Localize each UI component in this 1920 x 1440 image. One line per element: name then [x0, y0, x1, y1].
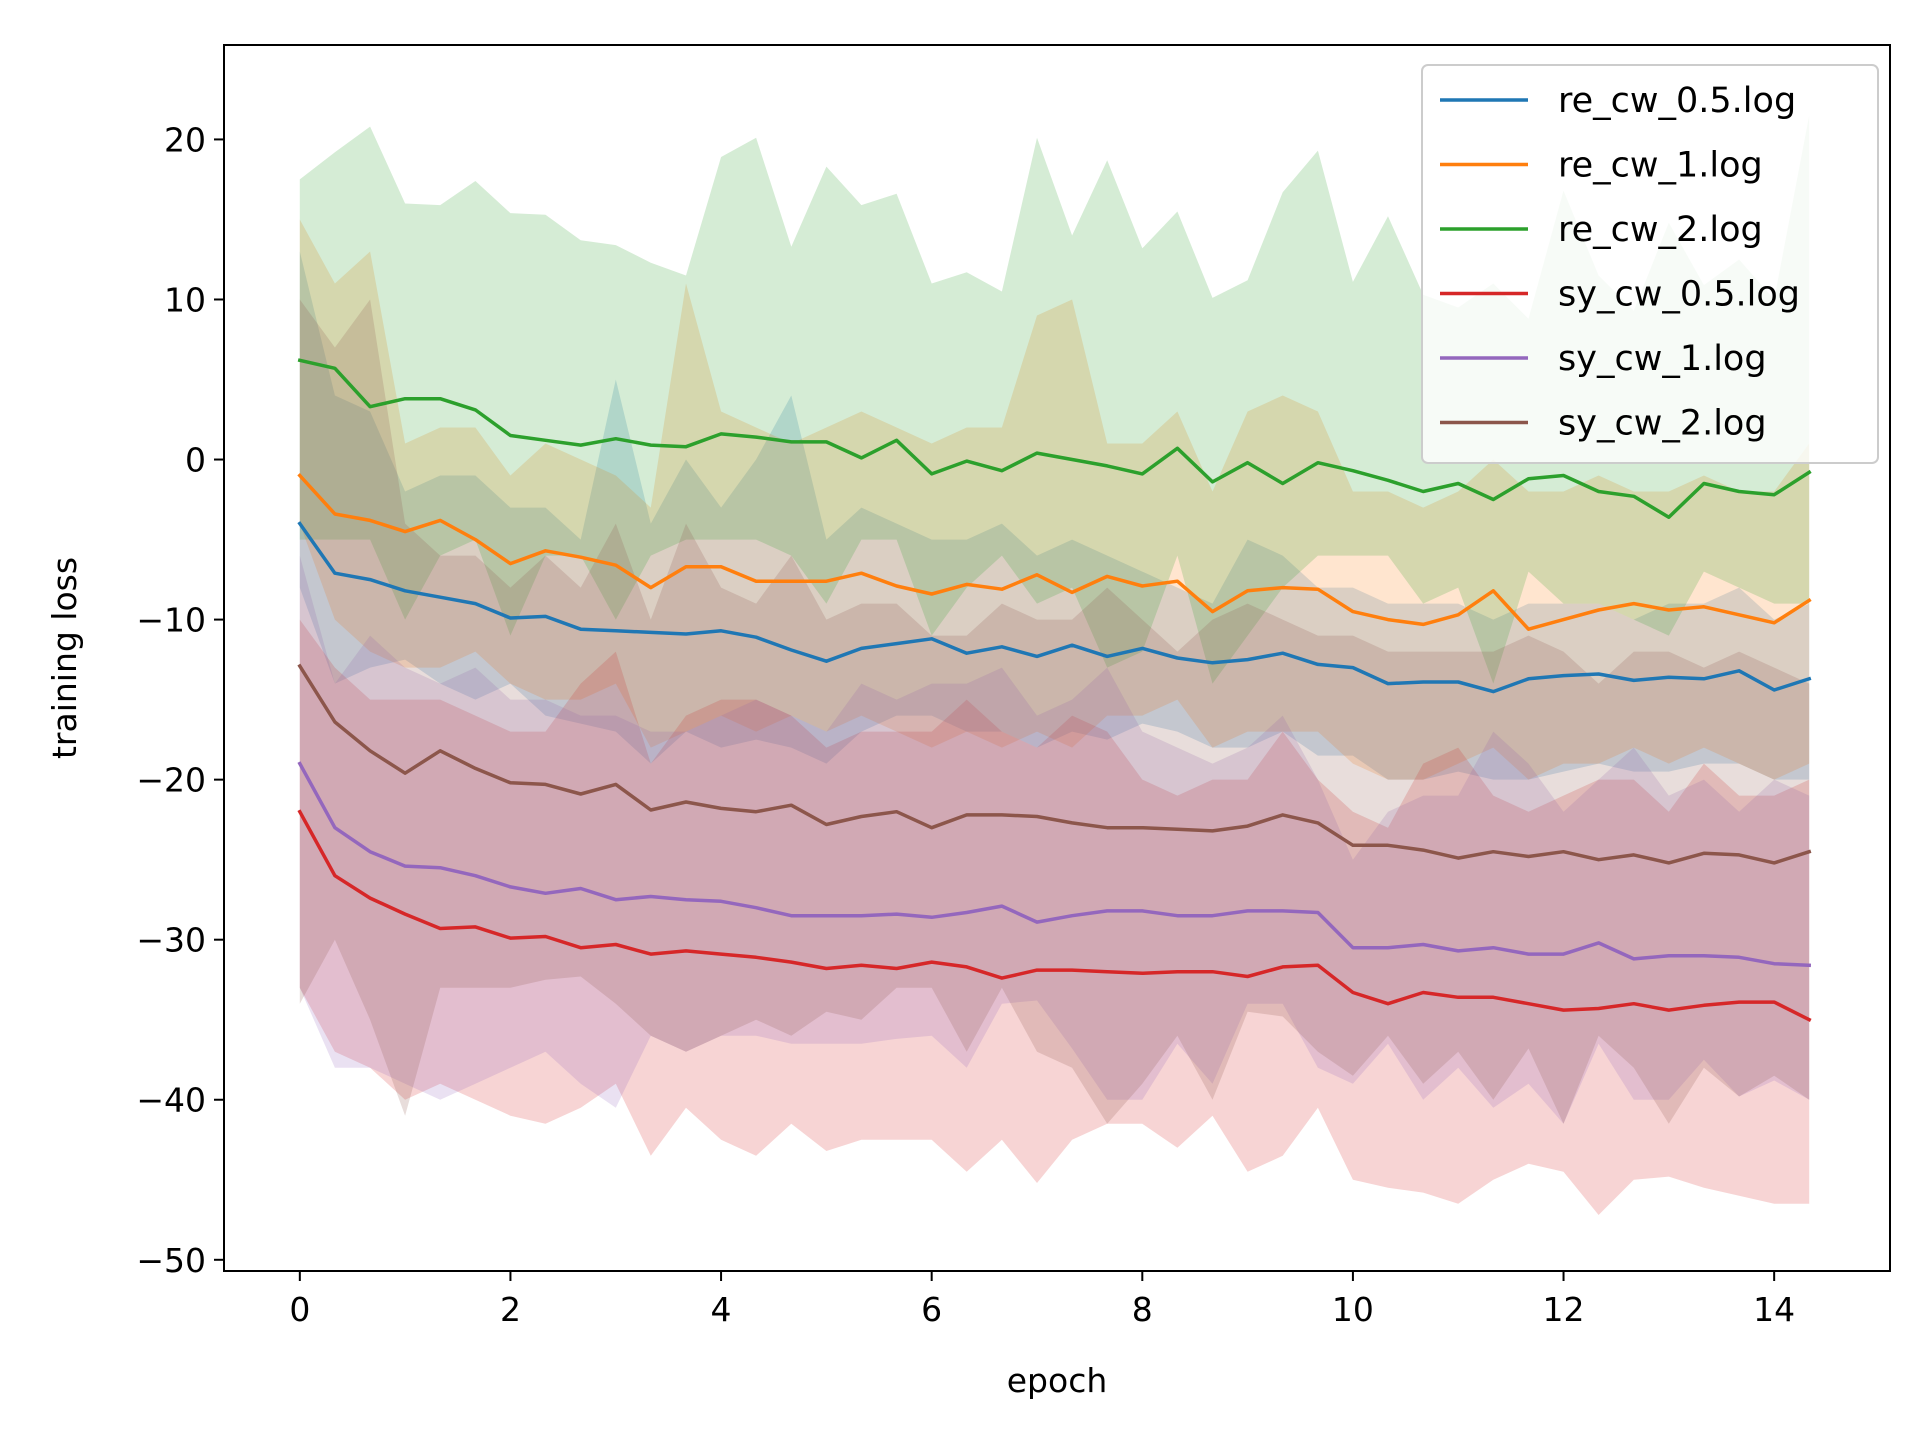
band-series-1: [299, 251, 1810, 780]
y-axis-label: training loss: [45, 557, 84, 759]
series-lines: [297, 358, 1812, 1023]
y-tick-label: −10: [136, 601, 206, 640]
y-tick-label: −40: [136, 1081, 206, 1120]
x-tick-label: 2: [500, 1290, 521, 1329]
y-tick-label: −50: [136, 1241, 206, 1280]
legend-label: re_cw_2.log: [1558, 210, 1763, 250]
x-tick-label: 6: [921, 1290, 942, 1329]
legend-label: re_cw_1.log: [1558, 146, 1763, 186]
plot-frame: [223, 44, 1891, 1272]
band-series-5: [299, 555, 1810, 1124]
line-series-2: [297, 473, 1812, 631]
y-tick-label: 10: [164, 280, 206, 319]
band-series-2: [299, 219, 1810, 780]
band-series-3: [299, 115, 1810, 684]
line-series-6: [297, 663, 1812, 865]
x-tick-label: 14: [1753, 1290, 1795, 1329]
line-series-4: [297, 809, 1812, 1023]
line-series-5: [297, 761, 1812, 968]
x-tick-label: 10: [1332, 1290, 1374, 1329]
x-tick-label: 12: [1543, 1290, 1585, 1329]
band-series-6: [299, 299, 1810, 1124]
legend-label: re_cw_0.5.log: [1558, 81, 1796, 121]
legend-box: [1421, 64, 1879, 464]
y-tick-label: 20: [164, 120, 206, 159]
line-series-3: [297, 358, 1812, 519]
legend-label: sy_cw_2.log: [1558, 404, 1767, 444]
legend-label: sy_cw_0.5.log: [1558, 275, 1800, 315]
x-tick-label: 8: [1132, 1290, 1153, 1329]
x-tick-label: 0: [289, 1290, 310, 1329]
y-tick-label: 0: [185, 441, 206, 480]
legend: re_cw_0.5.log re_cw_1.log re_cw_2.log sy_cw…: [1421, 64, 1879, 464]
y-tick-label: −20: [136, 761, 206, 800]
x-axis-label: epoch: [1007, 1361, 1108, 1400]
legend-label: sy_cw_1.log: [1558, 339, 1767, 379]
y-axis: −50 −40 −30 −20 −10 0 10 20: [136, 120, 224, 1280]
x-tick-label: 4: [711, 1290, 732, 1329]
line-series-1: [297, 521, 1812, 694]
y-tick-label: −30: [136, 921, 206, 960]
x-axis: 0 2 4 6 8 10 12 14: [289, 1271, 1795, 1329]
